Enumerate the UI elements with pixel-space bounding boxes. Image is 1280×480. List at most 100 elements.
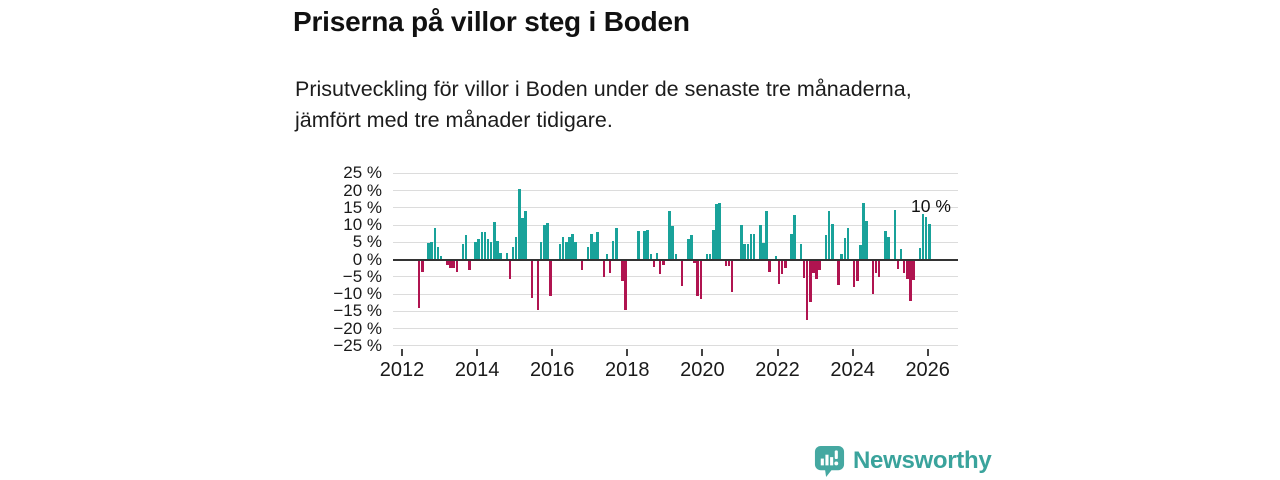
bar-positive: [561, 237, 565, 260]
bar-positive: [762, 242, 765, 260]
x-axis-year-label: 2012: [379, 359, 425, 381]
bar-positive: [649, 254, 653, 260]
bar-positive: [752, 234, 756, 260]
y-axis-tick-label: 20 %: [343, 180, 382, 200]
bar-negative: [602, 259, 606, 278]
bar-positive: [646, 229, 649, 260]
bar-positive: [743, 244, 746, 260]
bar-negative: [856, 259, 859, 281]
y-axis-tick-label: −20 %: [333, 318, 382, 338]
bar-negative: [608, 259, 612, 274]
newsworthy-logo-text: Newsworthy: [853, 447, 992, 474]
bar-negative: [724, 259, 728, 267]
x-axis-tick: [626, 349, 629, 356]
x-axis-year-label: 2024: [830, 359, 875, 381]
bar-positive: [593, 242, 596, 260]
bar-positive: [505, 252, 509, 260]
bar-negative: [780, 259, 784, 274]
bar-positive: [865, 220, 868, 260]
x-axis-tick: [551, 349, 554, 356]
bar-positive: [511, 247, 515, 260]
gridline: [393, 190, 958, 191]
bar-positive: [671, 226, 674, 260]
bar-positive: [749, 234, 753, 260]
bar-positive: [596, 232, 599, 260]
bar-negative: [699, 259, 703, 299]
x-axis-year-label: 2016: [529, 359, 575, 381]
bar-negative: [530, 259, 534, 298]
bar-negative: [468, 259, 471, 270]
x-axis-year-label: 2014: [454, 359, 500, 381]
bar-positive: [799, 244, 803, 260]
x-axis-year-label: 2026: [905, 359, 950, 381]
bar-positive: [543, 225, 546, 260]
bar-negative: [912, 259, 915, 281]
x-axis-year-label: 2022: [755, 359, 800, 381]
bar-positive: [827, 211, 831, 260]
bar-negative: [536, 259, 540, 310]
bar-positive: [899, 248, 903, 260]
y-axis-tick-label: −10 %: [333, 284, 382, 303]
gridline: [393, 293, 958, 295]
y-axis-tick-label: 5 %: [352, 232, 382, 252]
y-axis-tick-label: 0 %: [352, 249, 382, 269]
gridline: [393, 207, 958, 209]
bar-negative: [877, 259, 881, 277]
bar-positive: [483, 231, 487, 260]
bar-negative: [549, 259, 552, 297]
bar-negative: [874, 259, 878, 274]
bar-positive: [705, 254, 709, 260]
bar-positive: [474, 241, 477, 260]
bar-positive: [433, 228, 437, 260]
newsworthy-logo: Newsworthy: [813, 444, 992, 478]
bar-positive: [715, 204, 718, 260]
bar-positive: [840, 254, 843, 260]
x-axis-year-label: 2018: [605, 359, 650, 381]
bar-negative: [852, 259, 856, 288]
bar-positive: [461, 244, 465, 260]
bar-positive: [793, 214, 796, 260]
bar-positive: [862, 202, 865, 260]
gridline: [393, 328, 958, 329]
newsworthy-logo-icon: [814, 445, 845, 478]
bar-negative: [693, 259, 696, 263]
bar-negative: [696, 259, 699, 297]
bar-negative: [621, 259, 624, 282]
bar-positive: [846, 228, 850, 260]
bar-positive: [746, 244, 750, 260]
bar-positive: [690, 235, 693, 260]
x-axis-tick: [926, 349, 929, 356]
bar-negative: [812, 259, 815, 274]
bar-positive: [740, 225, 743, 260]
bar-positive: [668, 211, 671, 260]
bar-negative: [580, 259, 584, 270]
bar-negative: [446, 259, 449, 265]
bar-negative: [784, 259, 787, 269]
bar-positive: [518, 188, 521, 260]
gridline: [393, 241, 958, 243]
bar-positive: [718, 203, 721, 260]
bar-positive: [489, 242, 493, 260]
bar-positive: [884, 231, 887, 260]
bar-positive: [590, 233, 593, 260]
bar-positive: [824, 235, 828, 260]
gridline: [393, 276, 958, 278]
x-axis-year-label: 2020: [680, 359, 725, 381]
bar-negative: [768, 259, 771, 272]
bar-positive: [565, 242, 568, 260]
bar-negative: [802, 259, 806, 278]
bar-negative: [652, 259, 656, 268]
bar-positive: [637, 231, 640, 260]
bar-positive: [921, 214, 925, 260]
bar-positive: [574, 242, 577, 260]
bar-positive: [790, 234, 793, 260]
bar-positive: [759, 225, 762, 260]
bar-positive: [918, 247, 922, 260]
chart-subtitle: Prisutveckling för villor i Boden under …: [295, 77, 912, 132]
bar-positive: [843, 237, 847, 260]
y-axis-tick-label: −5 %: [342, 266, 382, 286]
bar-positive: [496, 240, 499, 260]
bar-positive: [708, 254, 712, 260]
bar-negative: [906, 259, 909, 279]
